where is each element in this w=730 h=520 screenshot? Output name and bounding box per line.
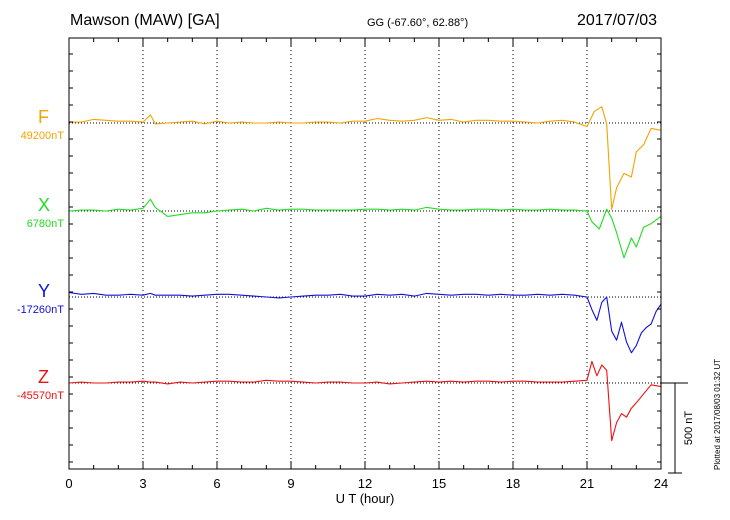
baseline-value-y: -17260nT [16,304,64,316]
x-tick-label: 15 [432,476,446,491]
series-line-f [69,106,662,210]
baseline-value-z: -45570nT [16,390,64,402]
x-tick-label: 18 [506,476,520,491]
x-axis-label: U T (hour) [336,491,395,506]
component-label-x: X [38,195,51,215]
x-tick-label: 21 [580,476,594,491]
series-line-y [68,291,662,354]
chart-date: 2017/07/03 [577,12,658,29]
baseline-value-x: 6780nT [26,218,64,230]
x-tick-label: 3 [139,476,146,491]
chart-title: Mawson (MAW) [GA] [70,12,220,29]
x-tick-label: 24 [654,476,668,491]
scale-bar-label: 500 nT [683,411,695,446]
plotted-timestamp: Plotted at 2017/08/03 01:32 UT [713,358,722,470]
x-tick-label: 6 [213,476,220,491]
x-tick-label: 9 [287,476,294,491]
x-tick-label: 12 [358,476,372,491]
component-label-z: Z [38,367,49,387]
station-coordinates: GG (-67.60°, 62.88°) [367,17,469,29]
series-line-z [68,360,662,442]
baseline-value-f: 49200nT [20,130,64,142]
x-tick-label: 0 [65,476,72,491]
series-line-x [68,198,662,259]
component-label-f: F [38,107,49,127]
component-label-y: Y [38,281,51,301]
